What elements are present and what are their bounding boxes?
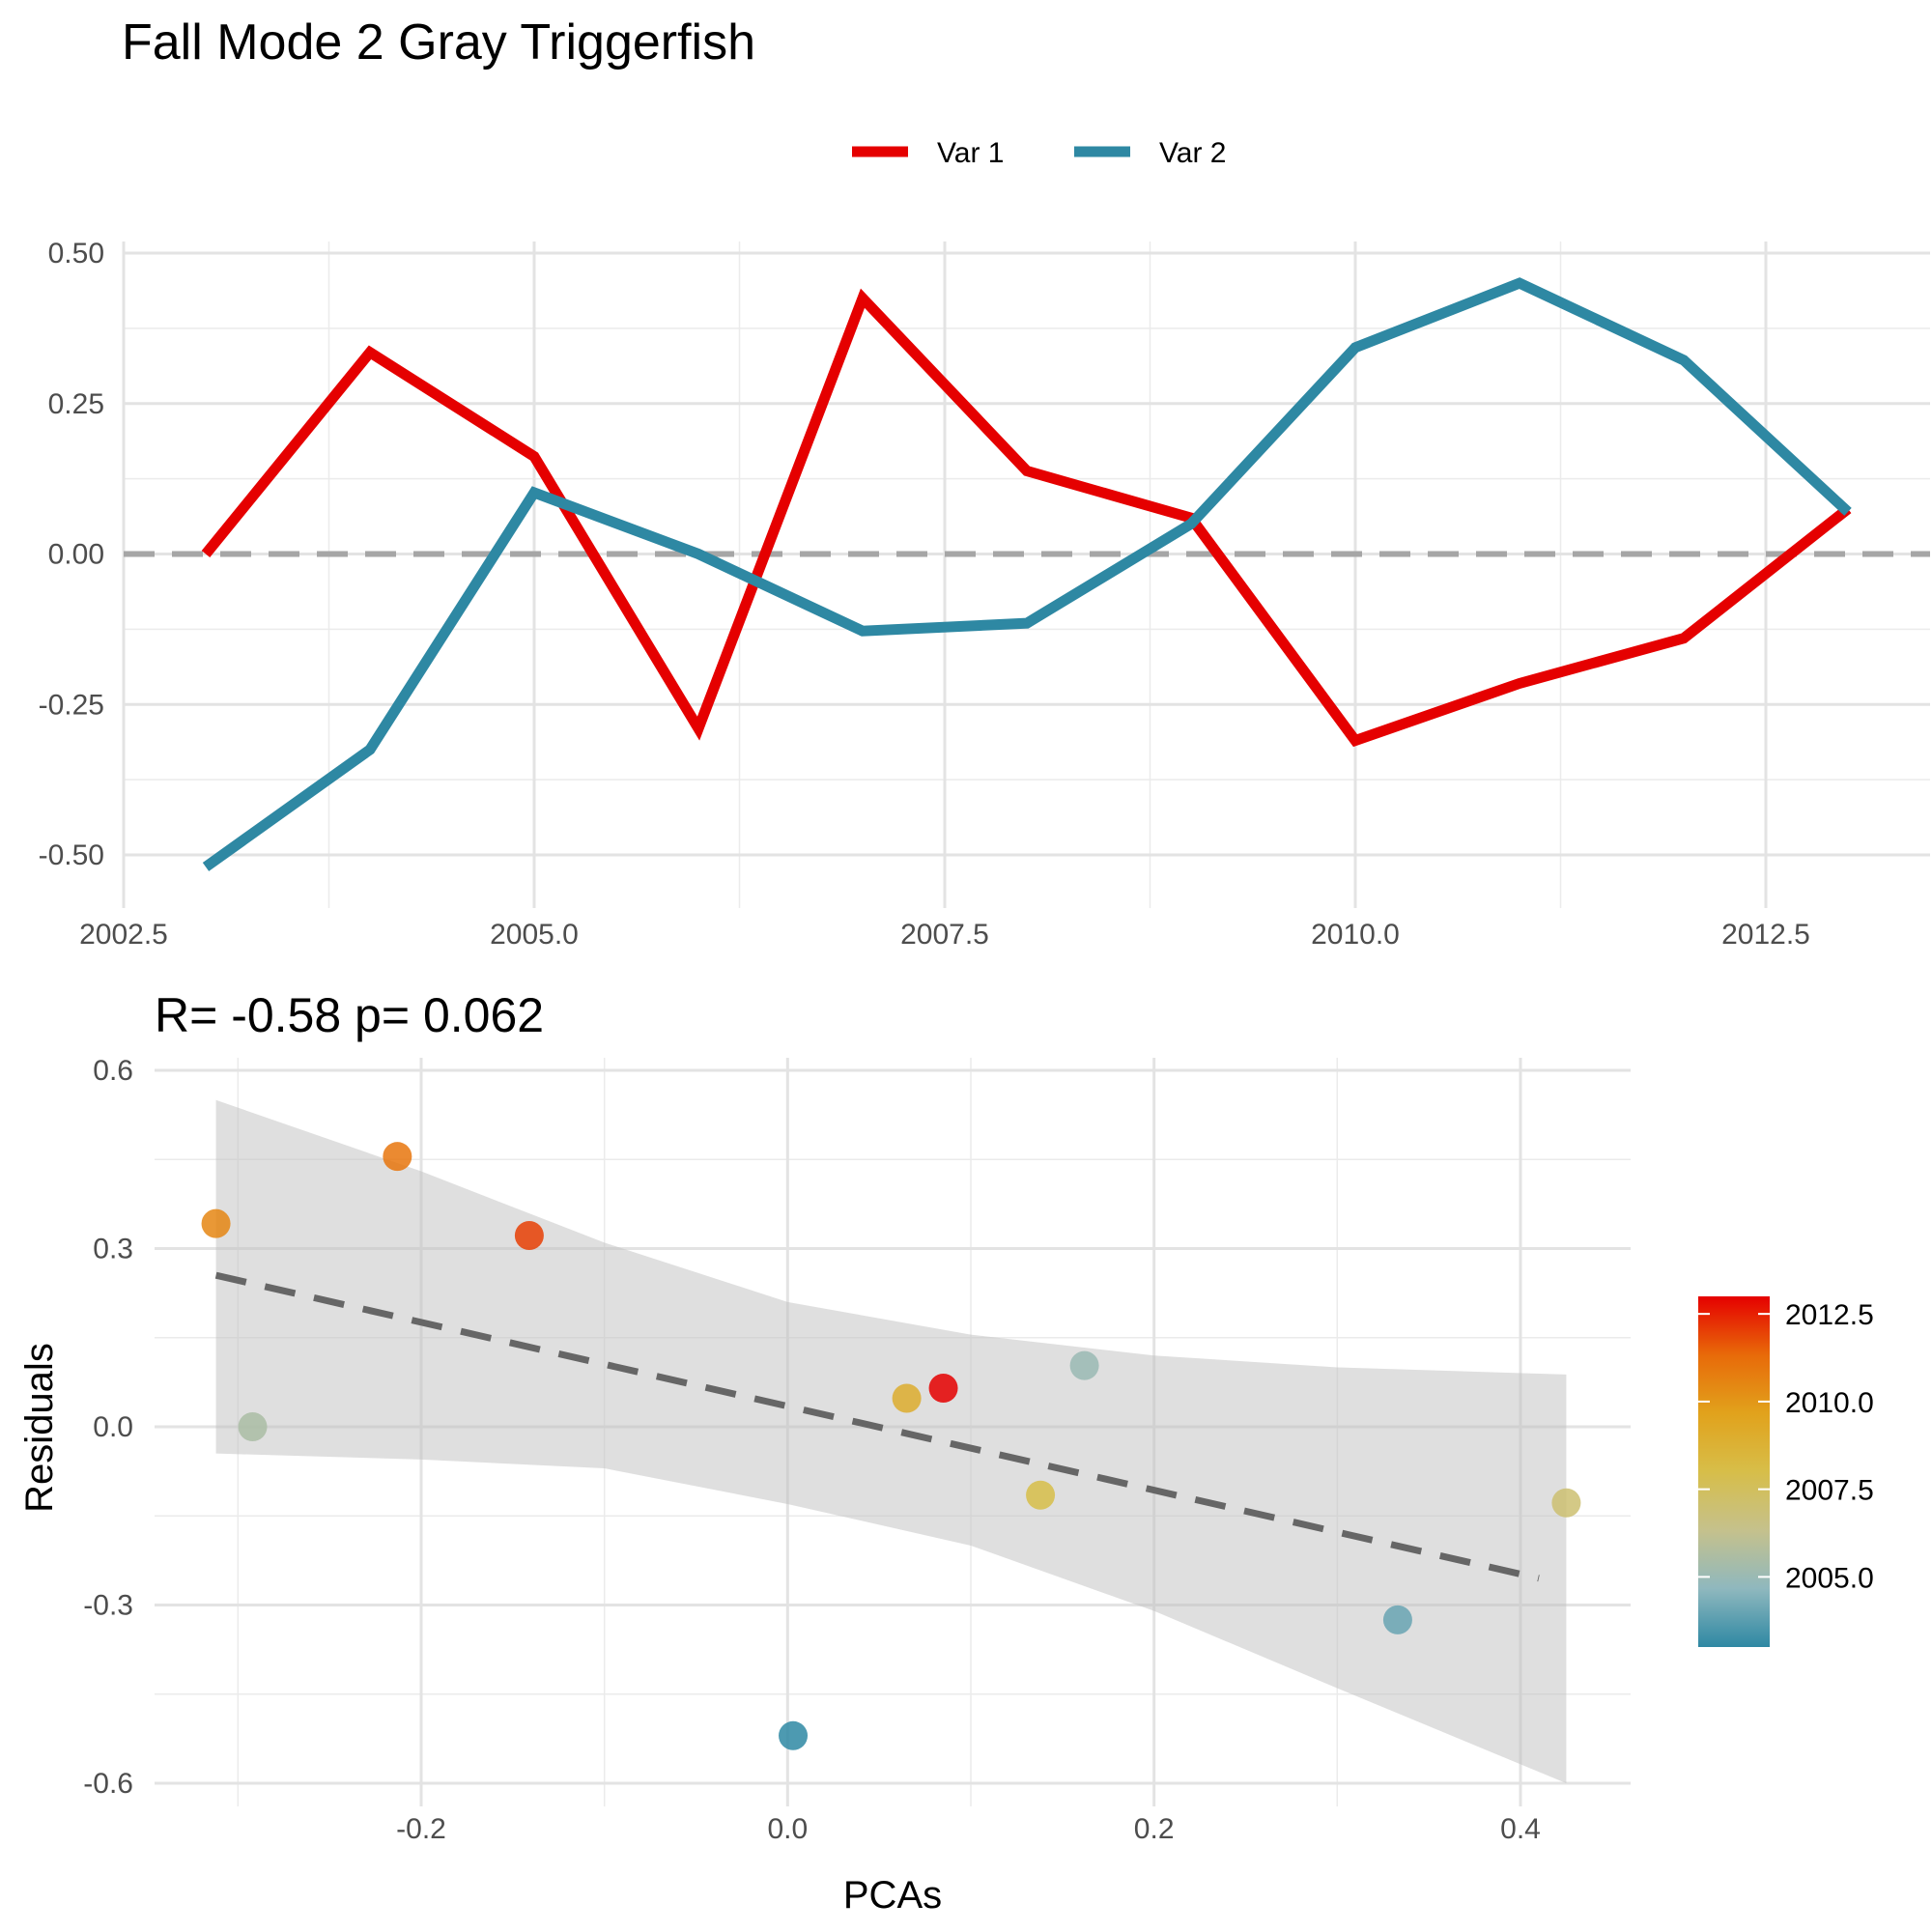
- y-axis-title: Residuals: [18, 1343, 61, 1513]
- y-tick-label: -0.3: [83, 1590, 133, 1622]
- data-point: [1382, 1605, 1412, 1634]
- x-tick-label: 0.2: [1134, 1813, 1175, 1845]
- x-tick-label: 2007.5: [900, 919, 989, 951]
- x-tick-label: 2010.0: [1311, 919, 1400, 951]
- x-axis-title: PCAs: [843, 1874, 942, 1917]
- x-tick-label: 2005.0: [490, 919, 579, 951]
- y-tick-label: -0.25: [39, 689, 104, 721]
- data-point: [779, 1720, 809, 1750]
- x-tick-label: -0.2: [396, 1813, 446, 1845]
- x-tick-label: 0.0: [767, 1813, 808, 1845]
- colorbar-tick-label: 2005.0: [1785, 1562, 1874, 1594]
- regression-fit-line: [214, 1271, 1540, 1582]
- x-tick-label: 2012.5: [1721, 919, 1810, 951]
- colorbar: [1698, 1296, 1770, 1647]
- chart-title: Fall Mode 2 Gray Triggerfish: [122, 14, 756, 71]
- confidence-band: [215, 1099, 1567, 1783]
- y-tick-label: 0.3: [93, 1234, 133, 1265]
- colorbar-tick-label: 2007.5: [1785, 1475, 1874, 1507]
- series-line-2: [202, 277, 1852, 871]
- y-tick-label: 0.00: [48, 539, 104, 571]
- correlation-annotation: R= -0.58 p= 0.062: [155, 988, 544, 1042]
- colorbar-tick-label: 2012.5: [1785, 1299, 1874, 1331]
- data-point: [1551, 1488, 1581, 1518]
- scatter-panel: -0.2 0.0 0.2 0.4 -0.6 -0.3 0.0 0.3 0.6 R= -0.58 p…: [18, 988, 1874, 1917]
- y-tick-label: -0.50: [39, 839, 104, 871]
- data-point: [1026, 1480, 1056, 1510]
- data-point: [383, 1142, 412, 1172]
- y-tick-label: 0.0: [93, 1411, 133, 1443]
- series-line-1: [201, 288, 1852, 748]
- data-point: [201, 1208, 231, 1238]
- colorbar-tick-label: 2010.0: [1785, 1387, 1874, 1419]
- data-point: [514, 1220, 544, 1250]
- data-point: [238, 1412, 268, 1441]
- y-tick-label: 0.25: [48, 388, 104, 420]
- y-tick-label: -0.6: [83, 1768, 133, 1800]
- time-series-panel: 2002.5 2005.0 2007.5 2010.0 2012.5 -0.50 -0.25…: [39, 137, 1930, 951]
- data-point: [1069, 1350, 1099, 1380]
- x-tick-label: 0.4: [1500, 1813, 1541, 1845]
- data-point: [892, 1383, 922, 1413]
- y-tick-label: 0.50: [48, 238, 104, 270]
- legend-label-1: Var 1: [937, 137, 1004, 169]
- y-tick-label: 0.6: [93, 1055, 133, 1087]
- legend-label-2: Var 2: [1159, 137, 1226, 169]
- data-point: [928, 1374, 958, 1404]
- x-tick-label: 2002.5: [79, 919, 168, 951]
